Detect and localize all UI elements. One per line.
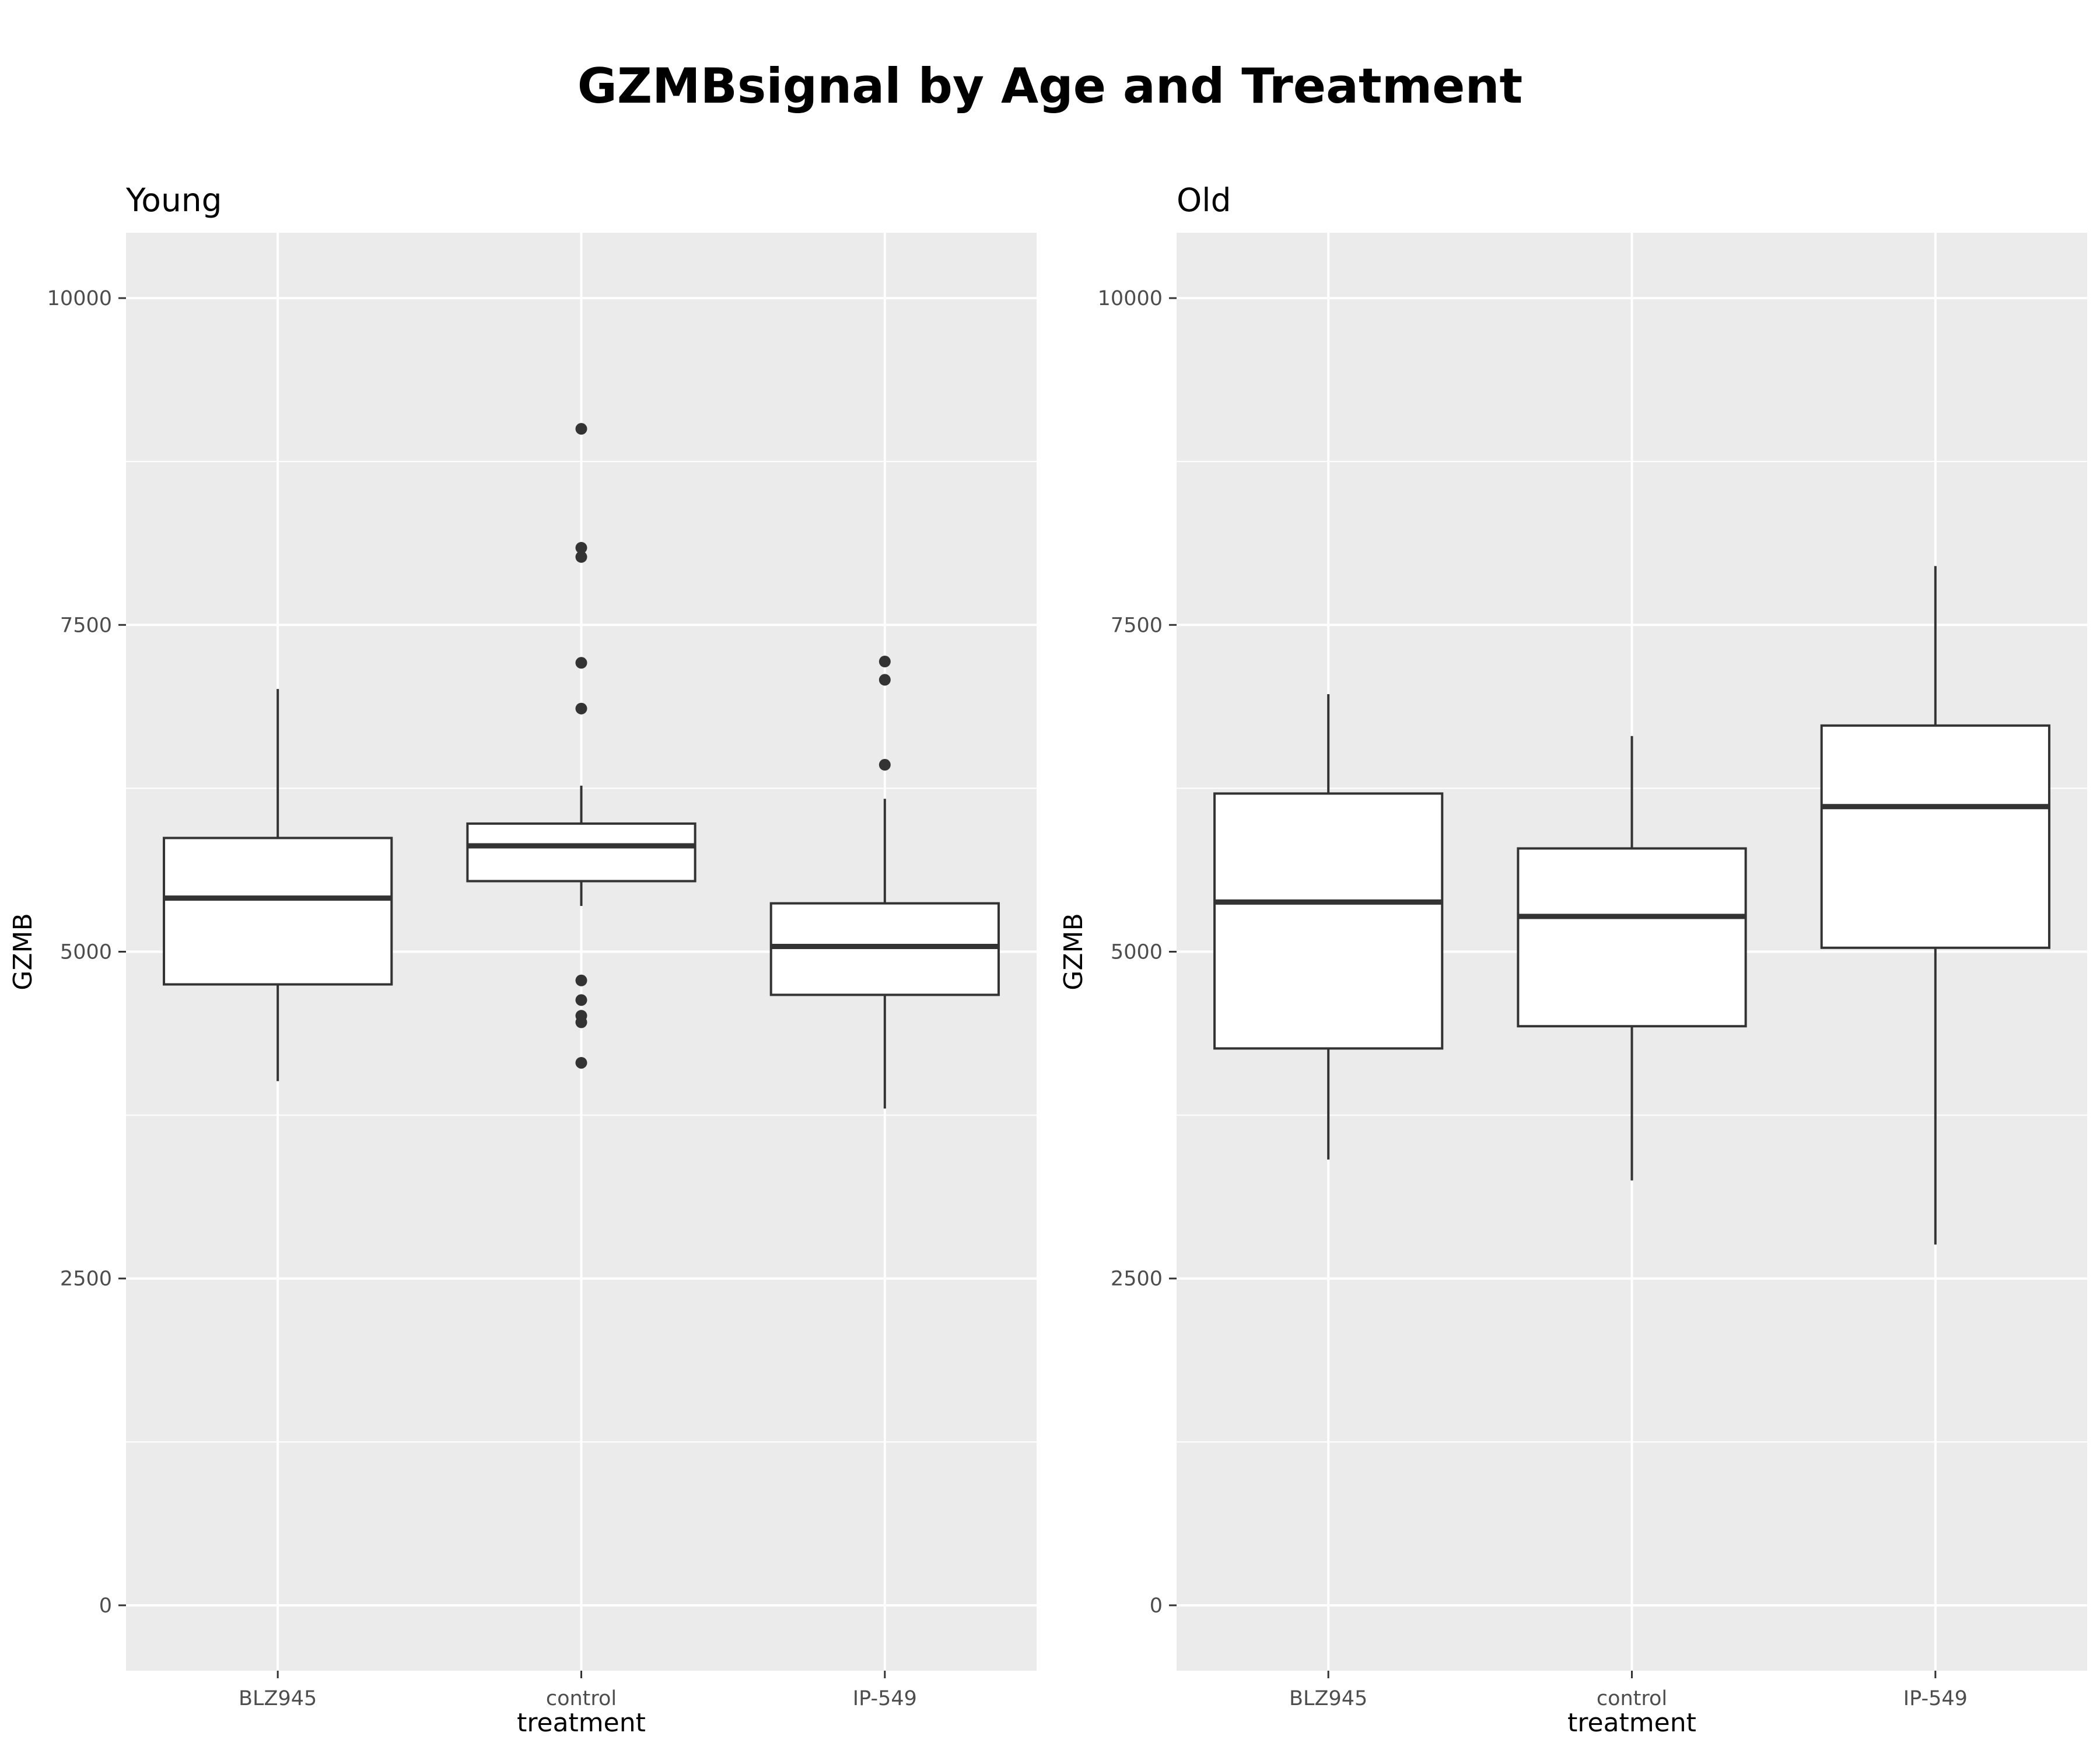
box-iqr xyxy=(163,836,393,986)
outlier-point xyxy=(575,542,587,554)
box-iqr xyxy=(466,822,696,883)
y-tick-label: 0 xyxy=(99,1594,112,1618)
chart-title: GZMBsignal by Age and Treatment xyxy=(578,58,1523,114)
x-axis-title: treatment xyxy=(517,1708,646,1738)
boxplot-control xyxy=(466,423,696,1069)
x-tick-label: BLZ945 xyxy=(1289,1687,1367,1710)
y-tick-label: 10000 xyxy=(47,287,112,310)
box-iqr xyxy=(1213,792,1444,1050)
outlier-point xyxy=(575,657,587,669)
box-iqr xyxy=(1517,847,1747,1028)
outlier-point xyxy=(575,702,587,715)
boxplot-blz945 xyxy=(163,689,393,1082)
facet-strip-label: Old xyxy=(1177,181,1231,219)
x-tick-label: IP-549 xyxy=(853,1687,917,1710)
facet-panel-young: 0 2500 5000 7500 10000 BLZ945 control IP-549 You… xyxy=(8,181,1037,1738)
outlier-point xyxy=(575,1056,587,1069)
x-axis-title: treatment xyxy=(1567,1708,1696,1738)
y-tick-label: 0 xyxy=(1150,1594,1163,1618)
y-tick-label: 7500 xyxy=(60,614,112,637)
x-tick-label: control xyxy=(1597,1687,1667,1710)
facet-panel-old: 0 2500 5000 7500 10000 BLZ945 control IP-549 Old… xyxy=(1059,181,2087,1738)
outlier-point xyxy=(575,551,587,563)
y-tick-label: 7500 xyxy=(1111,614,1163,637)
outlier-point xyxy=(575,994,587,1006)
boxplot-ip-549 xyxy=(1820,566,2050,1245)
x-tick-label: IP-549 xyxy=(1903,1687,1968,1710)
y-axis-title: GZMB xyxy=(8,913,38,990)
box-iqr xyxy=(1820,724,2050,949)
facet-panels: 0 2500 5000 7500 10000 BLZ945 control IP-549 You… xyxy=(8,181,2087,1738)
boxplot-blz945 xyxy=(1213,694,1444,1160)
x-tick-label: BLZ945 xyxy=(239,1687,317,1710)
outlier-point xyxy=(878,759,891,771)
facet-strip-label: Young xyxy=(125,181,222,219)
y-tick-label: 5000 xyxy=(1111,941,1163,964)
y-tick-label: 2500 xyxy=(1111,1268,1163,1291)
y-axis-title: GZMB xyxy=(1059,913,1088,990)
y-tick-label: 10000 xyxy=(1098,287,1163,310)
x-tick-label: control xyxy=(546,1687,617,1710)
y-tick-label: 2500 xyxy=(60,1268,112,1291)
boxplot-ip-549 xyxy=(769,656,1000,1109)
outlier-point xyxy=(878,674,891,686)
outlier-point xyxy=(878,656,891,668)
boxplot-control xyxy=(1517,736,1747,1181)
outlier-point xyxy=(575,1016,587,1028)
outlier-point xyxy=(575,974,587,986)
y-tick-label: 5000 xyxy=(60,941,112,964)
outlier-point xyxy=(575,423,587,435)
